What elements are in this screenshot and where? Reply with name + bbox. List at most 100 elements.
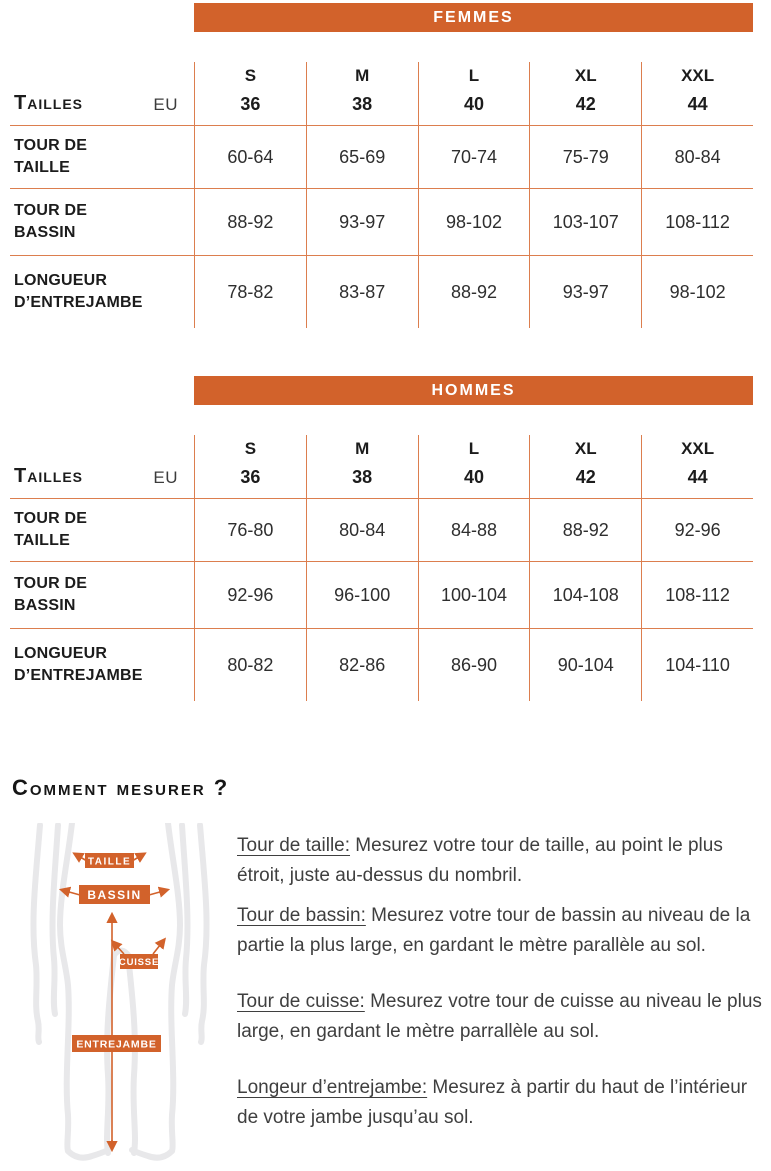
thigh-arrow-left bbox=[110, 939, 125, 955]
instruction-text: Mesurez votre tour de bassin au niveau d… bbox=[237, 905, 751, 956]
size-letter: XL bbox=[574, 439, 597, 458]
size-value: 80-82 bbox=[194, 629, 306, 701]
instruction-inseam: Longeur d’entrejambe: Mesurez à partir d… bbox=[237, 1073, 765, 1133]
size-value: 88-92 bbox=[194, 189, 306, 255]
size-value: 103-107 bbox=[529, 189, 641, 255]
size-value: 86-90 bbox=[417, 629, 530, 701]
size-letter: S bbox=[244, 66, 257, 85]
men-size-col-l: L 40 bbox=[417, 435, 530, 498]
women-row-hips: TOUR DE BASSIN 88-92 93-97 98-102 103-10… bbox=[10, 189, 753, 256]
size-value: 90-104 bbox=[529, 629, 641, 701]
size-value: 84-88 bbox=[417, 499, 530, 561]
size-eu-number: 44 bbox=[687, 467, 708, 487]
size-letter: L bbox=[468, 439, 480, 458]
women-size-col-l: L 40 bbox=[417, 62, 530, 125]
instruction-term: Tour de taille: bbox=[237, 835, 351, 856]
sizes-label: Tailles bbox=[14, 465, 83, 487]
size-value: 70-74 bbox=[417, 126, 530, 188]
men-size-table: HOMMES Tailles EU S 36 M 38 L 40 XL 42 X… bbox=[10, 376, 753, 701]
instruction-thigh: Tour de cuisse: Mesurez votre tour de cu… bbox=[237, 987, 765, 1047]
inseam-label-box bbox=[72, 1035, 161, 1052]
size-value: 100-104 bbox=[417, 562, 530, 628]
waist-label-box bbox=[85, 853, 134, 868]
size-value: 98-102 bbox=[417, 189, 530, 255]
size-eu-number: 40 bbox=[463, 467, 484, 487]
hips-label-box bbox=[79, 885, 150, 904]
size-value: 104-110 bbox=[641, 629, 753, 701]
instruction-term: Tour de bassin: bbox=[237, 905, 366, 926]
size-value: 80-84 bbox=[305, 499, 418, 561]
size-eu-number: 42 bbox=[575, 467, 596, 487]
women-header-row: Tailles EU S 36 M 38 L 40 XL 42 XXL 44 bbox=[10, 62, 753, 126]
size-eu-number: 38 bbox=[352, 467, 373, 487]
men-size-col-s: S 36 bbox=[194, 435, 306, 498]
size-letter: M bbox=[355, 66, 370, 85]
thigh-label-box bbox=[120, 954, 158, 969]
size-value: 98-102 bbox=[641, 256, 753, 328]
row-label: TOUR DE BASSIN bbox=[14, 201, 88, 241]
men-row-inseam: LONGUEUR D’ENTREJAMBE 80-82 82-86 86-90 … bbox=[10, 629, 753, 701]
row-label: LONGUEUR D’ENTREJAMBE bbox=[14, 271, 143, 311]
measurement-instructions: Tour de taille: Mesurez votre tour de ta… bbox=[237, 823, 765, 1171]
body-outline bbox=[30, 820, 210, 1161]
men-row-hips: TOUR DE BASSIN 92-96 96-100 100-104 104-… bbox=[10, 562, 753, 629]
women-row-inseam: LONGUEUR D’ENTREJAMBE 78-82 83-87 88-92 … bbox=[10, 256, 753, 328]
size-value: 88-92 bbox=[529, 499, 641, 561]
size-letter: M bbox=[355, 439, 370, 458]
instruction-hips: Tour de bassin: Mesurez votre tour de ba… bbox=[237, 901, 765, 961]
thigh-arrow-right bbox=[152, 937, 166, 955]
size-eu-number: 42 bbox=[575, 94, 596, 114]
women-size-col-xxl: XXL 44 bbox=[641, 62, 753, 125]
men-header-row: Tailles EU S 36 M 38 L 40 XL 42 XXL 44 bbox=[10, 435, 753, 499]
size-value: 78-82 bbox=[194, 256, 306, 328]
body-outline-diagram: TAILLE BASSIN CUISSE ENTREJAMBE bbox=[30, 820, 210, 1161]
row-label: TOUR DE TAILLE bbox=[14, 136, 88, 176]
size-value: 82-86 bbox=[305, 629, 418, 701]
instruction-term: Tour de cuisse: bbox=[237, 991, 365, 1012]
hips-figure-label: BASSIN bbox=[87, 888, 141, 902]
body-measurement-figure: TAILLE BASSIN CUISSE ENTREJAMBE bbox=[10, 820, 230, 1171]
how-to-measure-section: TAILLE BASSIN CUISSE ENTREJAMBE Tour de … bbox=[0, 820, 771, 1171]
size-value: 83-87 bbox=[305, 256, 418, 328]
eu-unit-label: EU bbox=[153, 468, 178, 487]
thigh-figure-label: CUISSE bbox=[119, 957, 159, 968]
sizes-label: Tailles bbox=[14, 92, 83, 114]
men-size-col-m: M 38 bbox=[305, 435, 418, 498]
instruction-term: Longeur d’entrejambe: bbox=[237, 1077, 428, 1098]
instruction-text: Mesurez à partir du haut de l’intérieur … bbox=[237, 1077, 748, 1128]
size-value: 93-97 bbox=[305, 189, 418, 255]
size-eu-number: 44 bbox=[687, 94, 708, 114]
hips-arrow-left bbox=[58, 886, 81, 898]
size-value: 76-80 bbox=[194, 499, 306, 561]
women-banner: FEMMES bbox=[194, 3, 753, 32]
instruction-text: Mesurez votre tour de cuisse au niveau l… bbox=[237, 991, 762, 1042]
row-label: LONGUEUR D’ENTREJAMBE bbox=[14, 644, 143, 684]
size-value: 108-112 bbox=[641, 189, 753, 255]
size-eu-number: 38 bbox=[352, 94, 373, 114]
women-size-col-s: S 36 bbox=[194, 62, 306, 125]
size-letter: XL bbox=[574, 66, 597, 85]
size-value: 75-79 bbox=[529, 126, 641, 188]
size-eu-number: 40 bbox=[463, 94, 484, 114]
eu-unit-label: EU bbox=[153, 95, 178, 114]
size-letter: S bbox=[244, 439, 257, 458]
size-value: 88-92 bbox=[417, 256, 530, 328]
size-value: 96-100 bbox=[305, 562, 418, 628]
instruction-waist: Tour de taille: Mesurez votre tour de ta… bbox=[237, 831, 765, 891]
men-size-col-xl: XL 42 bbox=[529, 435, 641, 498]
row-label: TOUR DE TAILLE bbox=[14, 509, 88, 549]
size-eu-number: 36 bbox=[240, 467, 261, 487]
men-banner: HOMMES bbox=[194, 376, 753, 405]
men-corner-cell: Tailles EU bbox=[10, 435, 194, 498]
instruction-text: Mesurez votre tour de taille, au point l… bbox=[237, 835, 723, 886]
hips-arrow-right bbox=[148, 886, 171, 898]
size-value: 60-64 bbox=[194, 126, 306, 188]
women-size-col-xl: XL 42 bbox=[529, 62, 641, 125]
size-eu-number: 36 bbox=[240, 94, 261, 114]
size-value: 65-69 bbox=[305, 126, 418, 188]
row-label: TOUR DE BASSIN bbox=[14, 574, 88, 614]
men-row-waist: TOUR DE TAILLE 76-80 80-84 84-88 88-92 9… bbox=[10, 499, 753, 562]
measurement-marks: TAILLE BASSIN CUISSE ENTREJAMBE bbox=[58, 852, 171, 1153]
size-value: 92-96 bbox=[641, 499, 753, 561]
size-letter: XXL bbox=[681, 439, 715, 458]
